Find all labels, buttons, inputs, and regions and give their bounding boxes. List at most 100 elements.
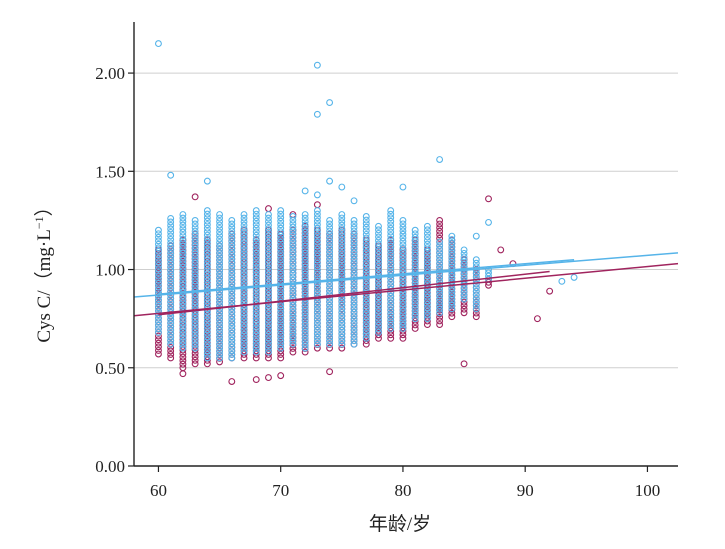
series-a-point bbox=[203, 315, 211, 323]
series-a-point bbox=[191, 326, 199, 334]
series-a-point bbox=[240, 334, 248, 342]
series-a-point bbox=[191, 234, 199, 242]
series-a-point bbox=[289, 323, 297, 330]
series-a-point bbox=[436, 252, 444, 260]
y-axis-title-exp: −1 bbox=[32, 216, 46, 229]
series-b-point bbox=[326, 344, 334, 352]
series-a-point bbox=[350, 231, 358, 239]
series-a-point bbox=[423, 258, 431, 266]
series-a-point bbox=[423, 293, 431, 301]
series-a-point bbox=[362, 252, 370, 260]
series-a-point bbox=[375, 222, 382, 230]
series-a-point bbox=[228, 298, 236, 305]
series-a-point bbox=[301, 225, 309, 233]
series-a-point bbox=[154, 258, 162, 266]
series-a-point bbox=[228, 301, 236, 309]
series-a-point bbox=[240, 225, 248, 233]
series-a-point bbox=[350, 241, 358, 249]
series-a-point bbox=[179, 242, 187, 250]
series-a-point bbox=[252, 309, 260, 317]
series-b-point bbox=[301, 348, 309, 356]
series-a-point bbox=[448, 236, 456, 244]
series-a-point bbox=[277, 302, 285, 310]
series-b-point bbox=[313, 201, 321, 209]
series-a-point bbox=[472, 298, 480, 306]
series-a-point bbox=[203, 238, 211, 246]
y-axis-title-unit: mg·L bbox=[34, 229, 55, 271]
series-a-point bbox=[350, 319, 358, 327]
series-a-point bbox=[289, 216, 297, 224]
series-a-point bbox=[448, 305, 456, 313]
series-a-point bbox=[216, 214, 224, 222]
series-a-point bbox=[265, 267, 272, 275]
series-a-point bbox=[350, 220, 358, 228]
series-a-point bbox=[326, 99, 334, 106]
series-a-point bbox=[252, 267, 260, 275]
series-a-point bbox=[265, 225, 272, 233]
series-a-point bbox=[301, 246, 309, 254]
series-a-point bbox=[399, 314, 407, 322]
series-a-point bbox=[399, 321, 407, 329]
series-a-point bbox=[228, 245, 236, 253]
series-a-point bbox=[203, 326, 211, 334]
series-a-point bbox=[228, 266, 236, 274]
grid-lines bbox=[134, 72, 678, 369]
series-a-point bbox=[350, 333, 358, 341]
series-b-point bbox=[154, 346, 162, 354]
series-a-point bbox=[411, 297, 419, 305]
series-a-point bbox=[252, 270, 260, 278]
series-a-point bbox=[203, 336, 211, 344]
series-a-point bbox=[301, 334, 309, 342]
series-a-point bbox=[423, 244, 431, 252]
series-a-point bbox=[191, 319, 199, 327]
series-a-point bbox=[313, 298, 321, 306]
series-b-point bbox=[191, 353, 199, 361]
series-a-point bbox=[240, 274, 248, 282]
series-a-point bbox=[240, 345, 248, 352]
series-a-point bbox=[350, 330, 358, 338]
series-a-point bbox=[350, 340, 358, 348]
series-a-point bbox=[313, 309, 321, 317]
series-a-point bbox=[411, 262, 419, 270]
series-a-point bbox=[423, 254, 431, 262]
series-a-point bbox=[313, 326, 321, 334]
series-a-point bbox=[277, 334, 285, 341]
series-a-point bbox=[289, 337, 297, 345]
series-a-point bbox=[411, 251, 419, 259]
series-a-point bbox=[326, 241, 334, 249]
series-a-point bbox=[301, 228, 309, 236]
series-a-point bbox=[289, 252, 297, 259]
series-a-point bbox=[387, 289, 395, 297]
series-a-point bbox=[338, 242, 346, 250]
series-a-point bbox=[399, 307, 407, 315]
series-b-point bbox=[436, 321, 444, 328]
series-a-point bbox=[375, 237, 382, 244]
series-a-point bbox=[313, 238, 321, 246]
series-a-point bbox=[362, 266, 370, 274]
axes bbox=[128, 22, 678, 472]
series-b-point bbox=[436, 216, 444, 224]
series-a-point bbox=[375, 226, 382, 234]
series-a-point bbox=[240, 249, 248, 257]
series-a-point bbox=[387, 225, 395, 232]
series-a-point bbox=[203, 291, 211, 299]
series-a-point bbox=[362, 256, 370, 263]
series-a-point bbox=[387, 278, 395, 286]
series-a-point bbox=[240, 327, 248, 335]
series-a-point bbox=[191, 224, 199, 231]
series-a-point bbox=[387, 307, 395, 315]
series-a-point bbox=[448, 274, 456, 282]
series-a-point bbox=[350, 197, 358, 205]
series-a-point bbox=[240, 214, 248, 222]
series-a-point bbox=[460, 271, 468, 278]
series-a-point bbox=[277, 327, 285, 334]
series-a-point bbox=[252, 214, 260, 222]
series-a-point bbox=[167, 239, 175, 247]
series-a-point bbox=[423, 237, 431, 244]
series-a-point bbox=[313, 242, 321, 250]
series-a-point bbox=[203, 333, 211, 341]
series-a-point bbox=[289, 340, 297, 348]
series-a-point bbox=[289, 315, 297, 323]
series-a-point bbox=[179, 225, 187, 233]
series-a-point bbox=[460, 292, 468, 299]
